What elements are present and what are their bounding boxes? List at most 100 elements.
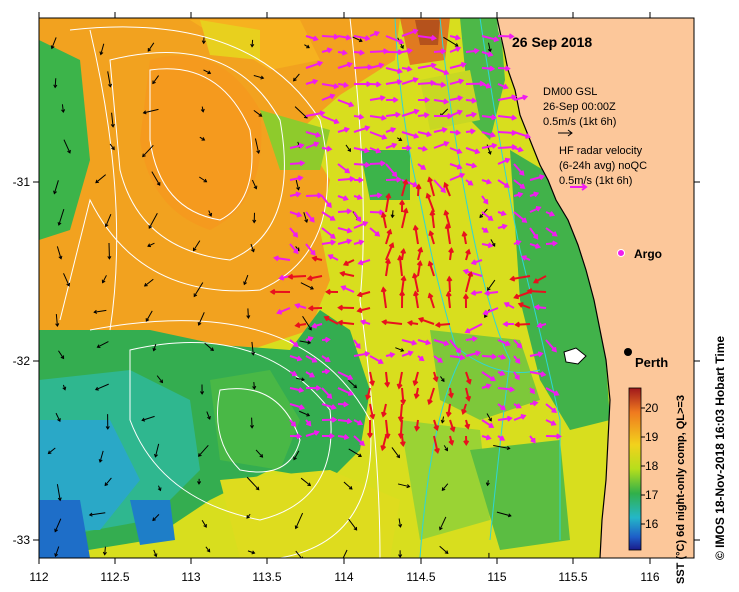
velocity-arrow — [401, 47, 413, 54]
velocity-arrow — [353, 161, 371, 168]
velocity-arrow — [276, 307, 291, 315]
velocity-arrow — [440, 416, 445, 424]
velocity-arrow — [305, 211, 315, 223]
velocity-arrow — [449, 147, 463, 155]
velocity-arrow — [417, 112, 430, 119]
x-tick-label: 114 — [334, 570, 353, 584]
velocity-arrow — [201, 519, 207, 528]
velocity-arrow — [208, 210, 213, 217]
velocity-arrow — [513, 94, 529, 101]
velocity-arrow — [397, 403, 404, 423]
velocity-arrow — [337, 49, 348, 56]
velocity-arrow — [439, 516, 447, 531]
velocity-arrow — [53, 180, 59, 195]
velocity-arrow — [289, 227, 299, 238]
velocity-arrow — [253, 74, 265, 80]
velocity-arrow — [369, 160, 386, 167]
velocity-arrow — [289, 433, 303, 440]
velocity-arrow — [532, 275, 547, 284]
velocity-arrow — [465, 371, 472, 385]
velocity-arrow — [449, 339, 462, 354]
velocity-arrow — [321, 195, 332, 209]
velocity-arrow — [481, 65, 496, 72]
velocity-arrow — [449, 46, 462, 53]
velocity-arrow — [305, 131, 322, 138]
velocity-arrow — [353, 419, 364, 426]
velocity-arrow — [443, 445, 448, 452]
velocity-arrow — [385, 35, 405, 45]
velocity-arrow — [395, 347, 405, 352]
velocity-arrow — [369, 192, 383, 199]
velocity-arrow — [148, 213, 158, 229]
velocity-arrow — [289, 419, 297, 427]
velocity-arrow — [324, 288, 339, 295]
velocity-arrow — [252, 382, 257, 390]
velocity-arrow — [337, 61, 353, 69]
velocity-arrow — [98, 450, 104, 463]
velocity-arrow — [434, 321, 451, 328]
velocity-arrow — [427, 292, 435, 309]
velocity-arrow — [55, 412, 61, 423]
velocity-arrow — [529, 400, 539, 407]
velocity-arrow — [369, 131, 388, 140]
velocity-arrow — [483, 290, 499, 297]
velocity-arrow — [400, 275, 407, 293]
velocity-arrow — [390, 210, 395, 219]
velocity-arrow — [385, 142, 398, 149]
velocity-arrow — [61, 104, 66, 114]
velocity-arrow — [321, 47, 333, 54]
x-tick-label: 112 — [29, 570, 48, 584]
velocity-arrow — [96, 341, 109, 348]
velocity-arrow — [448, 387, 454, 399]
velocity-arrow — [449, 419, 456, 433]
velocity-arrow — [465, 350, 482, 357]
velocity-arrow — [385, 49, 404, 56]
velocity-arrow — [353, 435, 365, 446]
velocity-arrow — [205, 546, 211, 553]
velocity-arrow — [385, 258, 391, 277]
velocity-arrow — [496, 511, 512, 518]
velocity-arrow — [294, 322, 307, 329]
velocity-arrow — [513, 371, 520, 381]
velocity-arrow — [470, 289, 483, 296]
velocity-arrow — [357, 259, 371, 266]
velocity-arrow — [353, 239, 365, 246]
velocity-arrow — [156, 375, 164, 384]
velocity-arrow — [321, 227, 336, 239]
velocity-arrow — [109, 143, 115, 151]
x-tick-label: 114.5 — [406, 570, 435, 584]
velocity-arrow — [481, 227, 489, 233]
hf-radar-velocity-arrows — [269, 28, 562, 454]
velocity-arrow — [204, 342, 214, 352]
velocity-arrow — [416, 260, 423, 277]
velocity-arrow — [400, 387, 407, 406]
velocity-arrow — [443, 181, 451, 197]
velocity-arrow — [321, 33, 340, 40]
velocity-arrow — [481, 419, 495, 428]
velocity-arrow — [481, 114, 497, 121]
velocity-arrow — [337, 126, 350, 133]
velocity-arrow — [305, 141, 320, 149]
velocity-arrow — [247, 550, 256, 555]
velocity-arrow — [396, 137, 403, 142]
argo-marker — [617, 249, 625, 257]
velocity-arrow — [385, 176, 402, 183]
velocity-arrow — [509, 275, 531, 282]
velocity-arrow — [497, 144, 518, 151]
velocity-arrow — [497, 354, 507, 360]
velocity-arrow — [255, 449, 264, 458]
colorbar-tick-label: 19 — [645, 430, 659, 444]
velocity-arrow — [143, 278, 154, 287]
velocity-arrow — [481, 383, 492, 390]
velocity-arrow — [345, 144, 351, 152]
velocity-arrow — [369, 371, 375, 387]
velocity-arrow — [311, 322, 323, 329]
velocity-arrow — [104, 477, 112, 487]
velocity-arrow — [347, 379, 358, 389]
velocity-arrow — [289, 191, 302, 198]
velocity-arrow — [490, 239, 496, 247]
velocity-arrow — [55, 314, 60, 327]
velocity-arrow — [481, 178, 493, 185]
velocity-arrow — [417, 62, 437, 69]
velocity-arrow — [401, 207, 409, 229]
